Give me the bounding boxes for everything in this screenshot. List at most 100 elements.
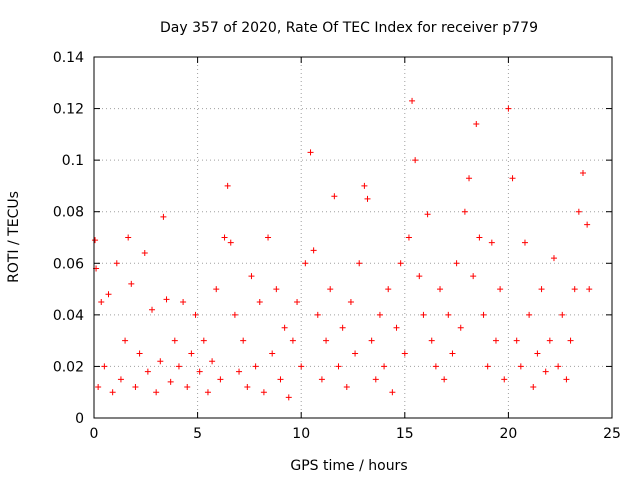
y-tick-label: 0.1 — [62, 153, 84, 169]
data-point — [209, 358, 216, 365]
chart-title: Day 357 of 2020, Rate Of TEC Index for r… — [160, 20, 538, 36]
data-point — [476, 234, 483, 241]
data-point — [470, 273, 477, 280]
data-point — [441, 376, 448, 383]
data-point — [231, 311, 238, 318]
data-point — [221, 234, 228, 241]
data-point — [416, 273, 423, 280]
data-point — [307, 149, 314, 156]
data-point — [213, 286, 220, 293]
grid-layer — [94, 57, 612, 418]
data-point — [318, 376, 325, 383]
data-point — [277, 376, 284, 383]
data-point — [513, 337, 520, 344]
data-point — [412, 157, 419, 164]
data-point — [136, 350, 143, 357]
data-point — [497, 286, 504, 293]
y-tick-label: 0.02 — [53, 359, 84, 375]
data-point — [437, 286, 444, 293]
data-point — [157, 358, 164, 365]
data-point — [409, 97, 416, 104]
y-tick-labels: 0 0.02 0.04 0.06 0.08 0.1 0.12 0.14 — [53, 50, 84, 427]
data-point — [95, 384, 102, 391]
data-point — [269, 350, 276, 357]
data-point — [555, 363, 562, 370]
data-point — [445, 311, 452, 318]
data-point — [335, 363, 342, 370]
data-point — [457, 324, 464, 331]
y-tick-label: 0.06 — [53, 256, 84, 272]
data-point — [393, 324, 400, 331]
data-point — [432, 363, 439, 370]
x-tick-label: 0 — [90, 426, 99, 442]
data-point — [285, 394, 292, 401]
data-point — [521, 239, 528, 246]
data-point — [347, 298, 354, 305]
data-point — [563, 376, 570, 383]
data-point — [298, 363, 305, 370]
data-points — [92, 97, 593, 401]
data-point — [188, 350, 195, 357]
y-tick-label: 0.08 — [53, 205, 84, 221]
data-point — [92, 237, 99, 244]
data-point — [248, 273, 255, 280]
data-point — [559, 311, 566, 318]
data-point — [273, 286, 280, 293]
plot-frame — [93, 56, 613, 419]
data-point — [534, 350, 541, 357]
data-point — [252, 363, 259, 370]
data-point — [289, 337, 296, 344]
x-tick-label: 25 — [603, 426, 621, 442]
data-point — [492, 337, 499, 344]
data-point — [397, 260, 404, 267]
data-point — [302, 260, 309, 267]
data-point — [260, 389, 267, 396]
data-point — [339, 324, 346, 331]
data-point — [567, 337, 574, 344]
data-point — [364, 195, 371, 202]
data-point — [167, 378, 174, 385]
data-point — [389, 389, 396, 396]
data-point — [244, 384, 251, 391]
data-point — [368, 337, 375, 344]
data-point — [144, 368, 151, 375]
data-point — [149, 306, 156, 313]
data-point — [509, 175, 516, 182]
data-point — [571, 286, 578, 293]
data-point — [505, 105, 512, 112]
data-point — [424, 211, 431, 218]
data-point — [171, 337, 178, 344]
data-point — [372, 376, 379, 383]
data-point — [381, 363, 388, 370]
data-point — [466, 175, 473, 182]
x-axis-label: GPS time / hours — [290, 458, 407, 474]
y-tick-label: 0.12 — [53, 102, 84, 118]
data-point — [343, 384, 350, 391]
y-axis-label: ROTI / TECUs — [6, 191, 22, 283]
data-point — [480, 311, 487, 318]
data-point — [163, 296, 170, 303]
data-point — [204, 389, 211, 396]
data-point — [530, 384, 537, 391]
data-point — [428, 337, 435, 344]
data-point — [401, 350, 408, 357]
y-tick-label: 0.14 — [53, 50, 84, 66]
data-point — [453, 260, 460, 267]
axis-ticks — [93, 56, 613, 419]
data-point — [175, 363, 182, 370]
data-point — [586, 286, 593, 293]
data-point — [376, 311, 383, 318]
data-point — [200, 337, 207, 344]
data-point — [542, 368, 549, 375]
data-point — [236, 368, 243, 375]
y-tick-label: 0.04 — [53, 308, 84, 324]
x-tick-labels: 0 5 10 15 20 25 — [90, 426, 621, 442]
data-point — [109, 389, 116, 396]
data-point — [550, 255, 557, 262]
data-point — [256, 298, 263, 305]
data-point — [546, 337, 553, 344]
data-point — [265, 234, 272, 241]
data-point — [327, 286, 334, 293]
data-point — [488, 239, 495, 246]
